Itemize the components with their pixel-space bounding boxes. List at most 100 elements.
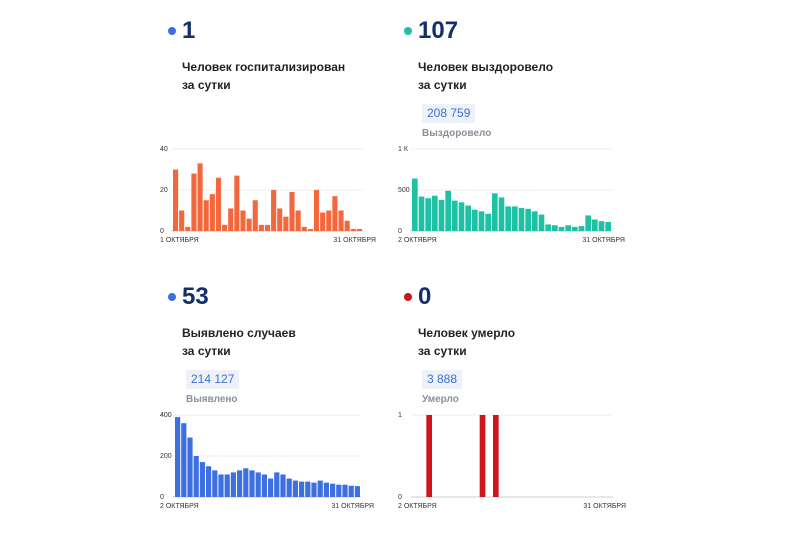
total-label: Умерло <box>422 394 459 405</box>
bar <box>585 215 591 231</box>
bar <box>193 456 199 497</box>
bar <box>215 177 222 231</box>
bar <box>336 484 342 497</box>
bar <box>179 210 185 231</box>
bar <box>350 228 356 231</box>
total-label: Выздоровело <box>422 128 492 139</box>
bar <box>332 196 338 231</box>
description-line-1: Человек умерло <box>418 326 516 340</box>
description-line-2: за сутки <box>182 344 231 358</box>
bar <box>545 224 551 231</box>
indicator-dot <box>404 293 412 301</box>
description-line-2: за сутки <box>182 78 231 92</box>
y-tick-label: 200 <box>160 453 172 460</box>
total-value: 208 759 <box>422 104 476 123</box>
bar <box>206 466 212 497</box>
bar <box>301 226 307 231</box>
bar <box>572 226 578 231</box>
bar <box>538 214 545 231</box>
bar <box>224 474 230 497</box>
bar <box>418 196 425 231</box>
bar <box>181 423 187 497</box>
bar <box>465 205 471 231</box>
bar <box>173 169 179 231</box>
description: Человек выздоровело за сутки <box>418 58 598 94</box>
deaths-bar-chart: 0 1 2 ОКТЯБРЯ 31 ОКТЯБРЯ <box>398 412 626 510</box>
y-tick-label: 20 <box>160 187 168 194</box>
description-line-2: за сутки <box>418 78 467 92</box>
bar <box>344 220 350 231</box>
bar <box>289 192 295 231</box>
bar <box>565 225 571 231</box>
panel-deaths: 0 Человек умерло за сутки 3 888 Умерло <box>396 282 616 405</box>
bar <box>348 485 354 497</box>
y-tick-label: 0 <box>398 228 402 235</box>
bar <box>512 206 518 231</box>
bar <box>234 175 240 231</box>
bar <box>191 173 197 231</box>
bar <box>605 221 611 231</box>
bar <box>274 472 280 497</box>
x-start-label: 2 ОКТЯБРЯ <box>160 503 199 510</box>
recovered-bar-chart: 0 500 1 К 2 ОКТЯБРЯ 31 ОКТЯБРЯ <box>398 146 625 244</box>
bar <box>485 213 491 231</box>
indicator-dot <box>168 27 176 35</box>
panel-hospitalized: 1 Человек госпитализирован за сутки <box>160 16 380 94</box>
bar <box>243 468 249 497</box>
panel-header: 107 <box>396 16 616 46</box>
bar <box>598 221 605 231</box>
bar <box>532 211 538 231</box>
bar <box>592 219 598 231</box>
bar <box>578 226 585 231</box>
bar <box>212 470 218 497</box>
bar <box>458 202 465 231</box>
bar <box>479 415 486 497</box>
total-value: 3 888 <box>422 370 463 389</box>
bar <box>209 194 215 231</box>
bar <box>425 198 431 231</box>
bar <box>280 474 286 497</box>
daily-value: 0 <box>418 283 432 310</box>
y-tick-label: 0 <box>160 494 164 501</box>
bar <box>445 190 451 231</box>
bar <box>311 482 317 497</box>
bar <box>338 210 344 231</box>
description-line-2: за сутки <box>418 344 467 358</box>
bar <box>187 437 193 497</box>
bar <box>203 200 209 231</box>
x-start-label: 1 ОКТЯБРЯ <box>160 237 199 244</box>
bar <box>525 208 531 231</box>
daily-value: 1 <box>182 17 196 44</box>
bar <box>320 212 326 231</box>
x-start-label: 2 ОКТЯБРЯ <box>398 237 437 244</box>
bar <box>283 216 289 231</box>
description-line-1: Выявлено случаев <box>182 326 296 340</box>
y-tick-label: 0 <box>398 494 402 501</box>
x-end-label: 31 ОКТЯБРЯ <box>333 237 376 244</box>
description: Человек умерло за сутки <box>418 324 598 360</box>
bar <box>268 478 274 497</box>
description: Выявлено случаев за сутки <box>182 324 362 360</box>
cases-bar-chart: 0 200 400 2 ОКТЯБРЯ 31 ОКТЯБРЯ <box>160 412 374 510</box>
bar <box>472 209 478 231</box>
y-tick-label: 1 <box>398 412 402 419</box>
bar <box>299 481 305 497</box>
bar <box>342 484 348 497</box>
bar <box>295 210 301 231</box>
bar <box>356 228 362 231</box>
y-tick-label: 1 К <box>398 146 409 153</box>
bar <box>305 481 311 497</box>
bar <box>317 480 323 497</box>
bar <box>261 474 267 497</box>
description-line-1: Человек госпитализирован <box>182 60 346 74</box>
indicator-dot <box>404 27 412 35</box>
daily-value: 53 <box>182 283 209 310</box>
bar <box>478 211 485 231</box>
indicator-dot <box>168 293 176 301</box>
bar <box>228 208 234 231</box>
bar <box>264 224 271 231</box>
bar <box>426 415 432 497</box>
bar <box>252 200 258 231</box>
bar <box>438 199 445 231</box>
bar <box>230 472 236 497</box>
